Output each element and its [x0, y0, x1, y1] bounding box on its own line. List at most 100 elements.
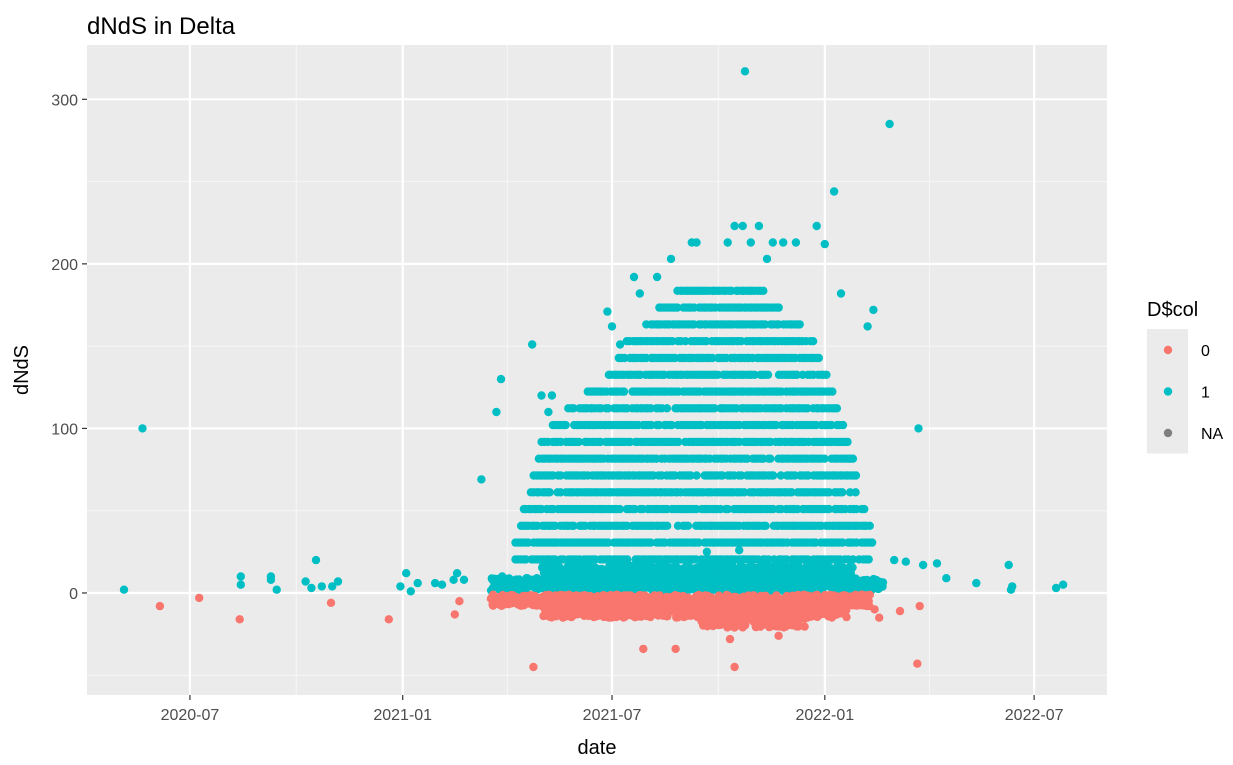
point-series-1	[860, 504, 869, 514]
point-series-1	[738, 221, 747, 231]
x-tick-label: 2021-01	[373, 707, 432, 724]
point-series-1	[545, 488, 554, 497]
y-tick-label: 0	[69, 586, 78, 603]
point-series-1	[603, 307, 612, 316]
y-axis: 0 100 200 300	[51, 92, 87, 603]
point-series-1	[808, 337, 818, 346]
point-series-1	[477, 475, 486, 484]
point-series-1	[754, 221, 764, 231]
point-series-1	[629, 272, 639, 282]
point-series-0	[195, 593, 204, 603]
point-series-0	[455, 597, 464, 606]
point-series-1	[869, 305, 878, 315]
point-series-1	[652, 272, 662, 282]
point-series-1	[532, 574, 542, 583]
point-series-1	[561, 420, 570, 430]
point-series-1	[867, 538, 877, 547]
legend-title: D$col	[1147, 299, 1198, 321]
point-series-1	[666, 254, 676, 264]
plot-area	[87, 45, 1107, 695]
point-series-1	[972, 578, 981, 588]
point-series-1	[311, 555, 321, 565]
point-series-1	[537, 391, 546, 400]
point-series-1	[266, 575, 276, 584]
point-series-1	[307, 583, 316, 593]
point-series-1	[396, 582, 405, 591]
point-series-1	[236, 572, 245, 581]
x-tick-label: 2022-07	[1005, 707, 1064, 724]
chart-title: dNdS in Delta	[87, 13, 236, 40]
legend-label-NA: NA	[1201, 426, 1224, 443]
point-series-1	[663, 521, 672, 530]
point-series-1	[702, 547, 712, 556]
legend-entries: 0 1 NA	[1147, 329, 1224, 454]
point-series-0	[450, 610, 459, 619]
point-series-0	[865, 590, 874, 599]
point-series-1	[832, 404, 842, 413]
point-series-1	[768, 238, 777, 247]
point-series-1	[822, 370, 831, 379]
point-series-1	[843, 437, 852, 447]
point-series-1	[769, 471, 778, 480]
point-series-1	[829, 187, 839, 196]
point-series-1	[402, 569, 411, 578]
point-series-0	[730, 662, 739, 672]
point-series-0	[895, 606, 905, 616]
point-series-1	[864, 555, 873, 564]
point-series-1	[437, 580, 447, 589]
point-series-1	[498, 572, 507, 581]
y-axis-title: dNdS	[11, 345, 33, 395]
point-series-1	[761, 521, 770, 530]
point-series-1	[301, 577, 310, 586]
point-series-1	[547, 391, 557, 400]
point-series-1	[692, 238, 701, 247]
point-series-1	[496, 374, 506, 384]
point-series-1	[623, 555, 632, 564]
point-series-1	[774, 303, 783, 312]
point-series-1	[236, 580, 245, 589]
point-series-1	[459, 575, 469, 584]
point-series-1	[795, 320, 804, 329]
point-series-0	[915, 601, 924, 611]
x-axis-title: date	[578, 737, 617, 759]
point-series-1	[746, 238, 755, 247]
legend-key-1	[1163, 387, 1173, 396]
point-series-1	[1058, 580, 1068, 589]
point-series-1	[863, 322, 872, 331]
point-series-1	[492, 407, 501, 417]
point-series-1	[878, 578, 888, 587]
point-series-1	[759, 286, 768, 295]
point-series-1	[138, 424, 147, 433]
point-series-1	[836, 289, 846, 298]
point-series-1	[763, 370, 773, 379]
point-series-1	[820, 239, 829, 249]
point-series-1	[914, 424, 923, 433]
point-series-1	[452, 569, 462, 578]
point-series-1	[838, 488, 847, 497]
point-series-1	[683, 521, 693, 530]
point-series-0	[639, 644, 648, 654]
point-series-1	[814, 353, 823, 363]
point-series-1	[513, 578, 522, 588]
point-series-1	[730, 221, 739, 231]
point-series-1	[762, 254, 772, 264]
point-series-0	[870, 605, 879, 614]
dense-point-bands	[486, 286, 888, 632]
point-series-1	[890, 555, 899, 565]
point-series-1	[848, 454, 858, 463]
point-series-1	[317, 582, 326, 591]
point-series-0	[384, 615, 393, 624]
point-series-1	[851, 488, 860, 497]
point-series-1	[488, 575, 498, 584]
point-series-1	[932, 559, 942, 568]
point-series-1	[607, 322, 617, 331]
point-series-1	[901, 557, 910, 566]
point-series-1	[662, 404, 672, 413]
point-series-1	[635, 289, 644, 298]
point-series-0	[326, 598, 336, 607]
x-axis: 2020-07 2021-01 2021-07 2022-01 2022-07	[161, 695, 1064, 724]
point-series-0	[235, 615, 244, 624]
point-series-1	[791, 238, 801, 247]
point-series-1	[1004, 560, 1013, 570]
